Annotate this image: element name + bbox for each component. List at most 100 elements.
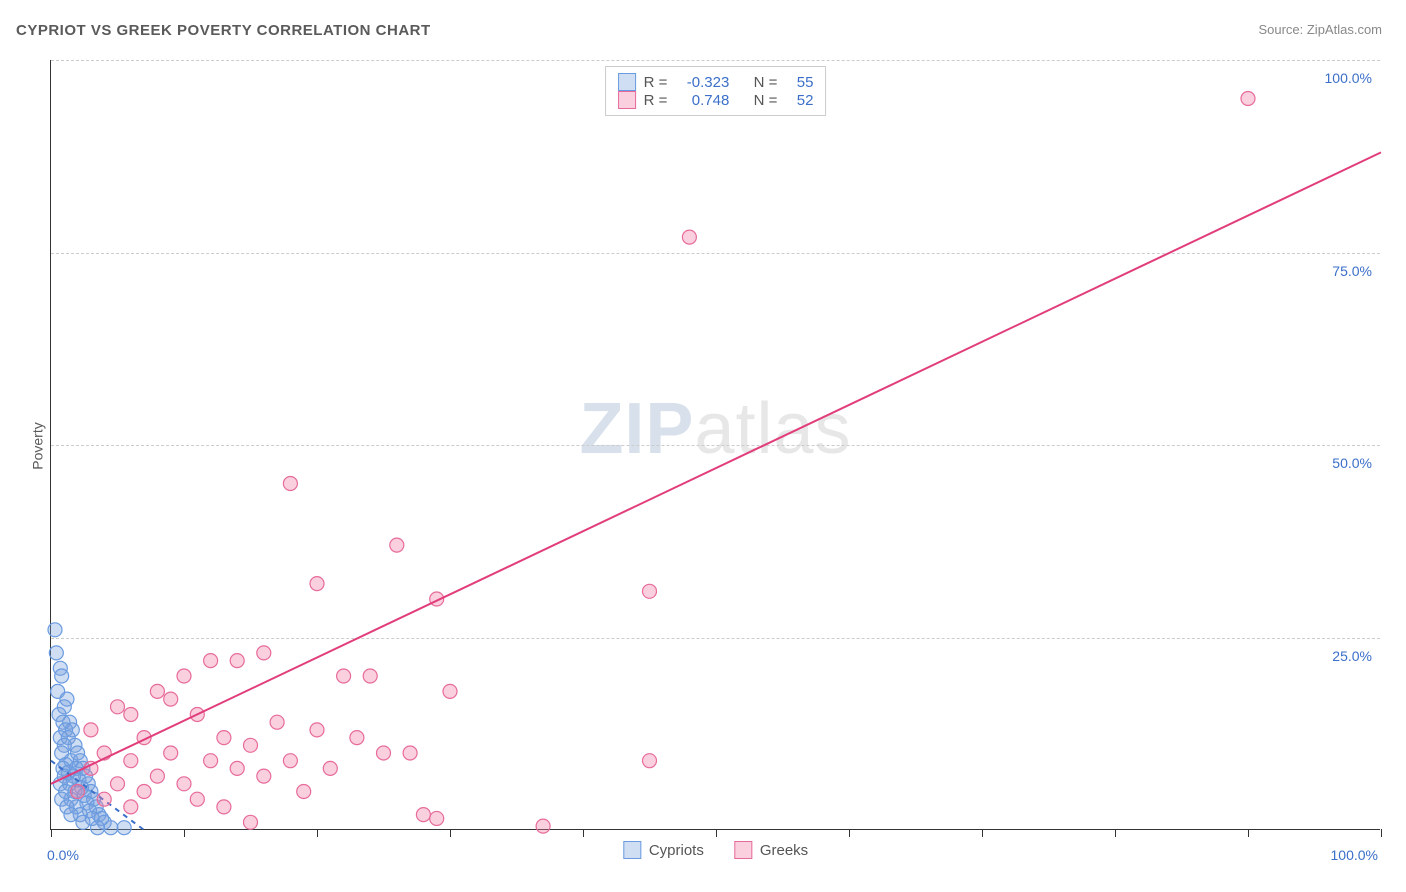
source-label: Source: ZipAtlas.com: [1258, 22, 1382, 37]
data-point: [73, 754, 87, 768]
data-point: [363, 669, 377, 683]
data-point: [97, 792, 111, 806]
gridline-h: [51, 60, 1380, 61]
data-point: [55, 669, 69, 683]
data-point: [52, 708, 66, 722]
data-point: [80, 796, 94, 810]
gridline-h: [51, 253, 1380, 254]
chart-title: CYPRIOT VS GREEK POVERTY CORRELATION CHA…: [16, 22, 431, 39]
x-tick: [849, 829, 850, 837]
data-point: [83, 804, 97, 818]
data-point: [61, 765, 75, 779]
n-value: 52: [785, 92, 813, 109]
data-point: [350, 731, 364, 745]
y-tick-label: 75.0%: [1332, 263, 1372, 279]
data-point: [217, 800, 231, 814]
data-point: [310, 723, 324, 737]
data-point: [60, 800, 74, 814]
legend-label: Greeks: [760, 842, 808, 859]
data-point: [377, 746, 391, 760]
data-point: [63, 777, 77, 791]
plot-area: ZIPatlas 25.0%50.0%75.0%100.0%0.0%100.0%…: [50, 60, 1380, 830]
data-point: [84, 761, 98, 775]
data-point: [77, 788, 91, 802]
data-point: [164, 746, 178, 760]
data-point: [65, 723, 79, 737]
data-point: [270, 715, 284, 729]
data-point: [111, 777, 125, 791]
data-point: [1241, 92, 1255, 106]
x-tick: [51, 829, 52, 837]
x-tick: [317, 829, 318, 837]
data-point: [150, 684, 164, 698]
data-point: [79, 769, 93, 783]
y-axis-label: Poverty: [30, 422, 46, 469]
data-point: [76, 815, 90, 829]
x-tick: [184, 829, 185, 837]
watermark-zip: ZIP: [579, 389, 694, 469]
data-point: [64, 754, 78, 768]
data-point: [230, 761, 244, 775]
data-point: [244, 738, 258, 752]
data-point: [69, 761, 83, 775]
watermark: ZIPatlas: [579, 388, 851, 470]
data-point: [68, 738, 82, 752]
data-point: [204, 654, 218, 668]
data-point: [111, 700, 125, 714]
trend-line: [51, 761, 144, 830]
data-point: [53, 777, 67, 791]
data-point: [56, 715, 70, 729]
data-point: [57, 738, 71, 752]
data-point: [643, 584, 657, 598]
data-point: [283, 477, 297, 491]
data-point: [75, 781, 89, 795]
x-tick: [1381, 829, 1382, 837]
stats-row: R =0.748 N =52: [618, 91, 814, 109]
legend-swatch: [734, 841, 752, 859]
r-value: -0.323: [675, 74, 729, 91]
data-point: [84, 723, 98, 737]
data-point: [73, 808, 87, 822]
stats-row: R =-0.323 N =55: [618, 73, 814, 91]
data-point: [51, 684, 65, 698]
legend-swatch: [623, 841, 641, 859]
data-point: [283, 754, 297, 768]
r-value: 0.748: [675, 92, 729, 109]
data-point: [48, 623, 62, 637]
data-point: [91, 821, 105, 835]
data-point: [643, 754, 657, 768]
data-point: [257, 646, 271, 660]
data-point: [64, 792, 78, 806]
data-point: [416, 808, 430, 822]
data-point: [67, 769, 81, 783]
legend-swatch: [618, 73, 636, 91]
data-point: [97, 815, 111, 829]
data-point: [59, 723, 73, 737]
data-point: [297, 785, 311, 799]
data-point: [150, 769, 164, 783]
data-point: [190, 792, 204, 806]
data-point: [89, 800, 103, 814]
legend-label: Cypriots: [649, 842, 704, 859]
data-point: [310, 577, 324, 591]
series-legend: Cypriots Greeks: [623, 841, 808, 859]
data-point: [536, 819, 550, 833]
data-point: [61, 731, 75, 745]
n-label: N =: [754, 92, 778, 109]
data-point: [60, 692, 74, 706]
data-point: [337, 669, 351, 683]
gridline-h: [51, 638, 1380, 639]
data-point: [57, 769, 71, 783]
data-point: [177, 669, 191, 683]
x-tick: [583, 829, 584, 837]
data-point: [71, 746, 85, 760]
data-point: [124, 754, 138, 768]
data-point: [190, 708, 204, 722]
data-point: [124, 800, 138, 814]
data-point: [682, 230, 696, 244]
data-point: [95, 811, 109, 825]
data-point: [217, 731, 231, 745]
data-point: [57, 700, 71, 714]
data-point: [204, 754, 218, 768]
x-tick: [982, 829, 983, 837]
